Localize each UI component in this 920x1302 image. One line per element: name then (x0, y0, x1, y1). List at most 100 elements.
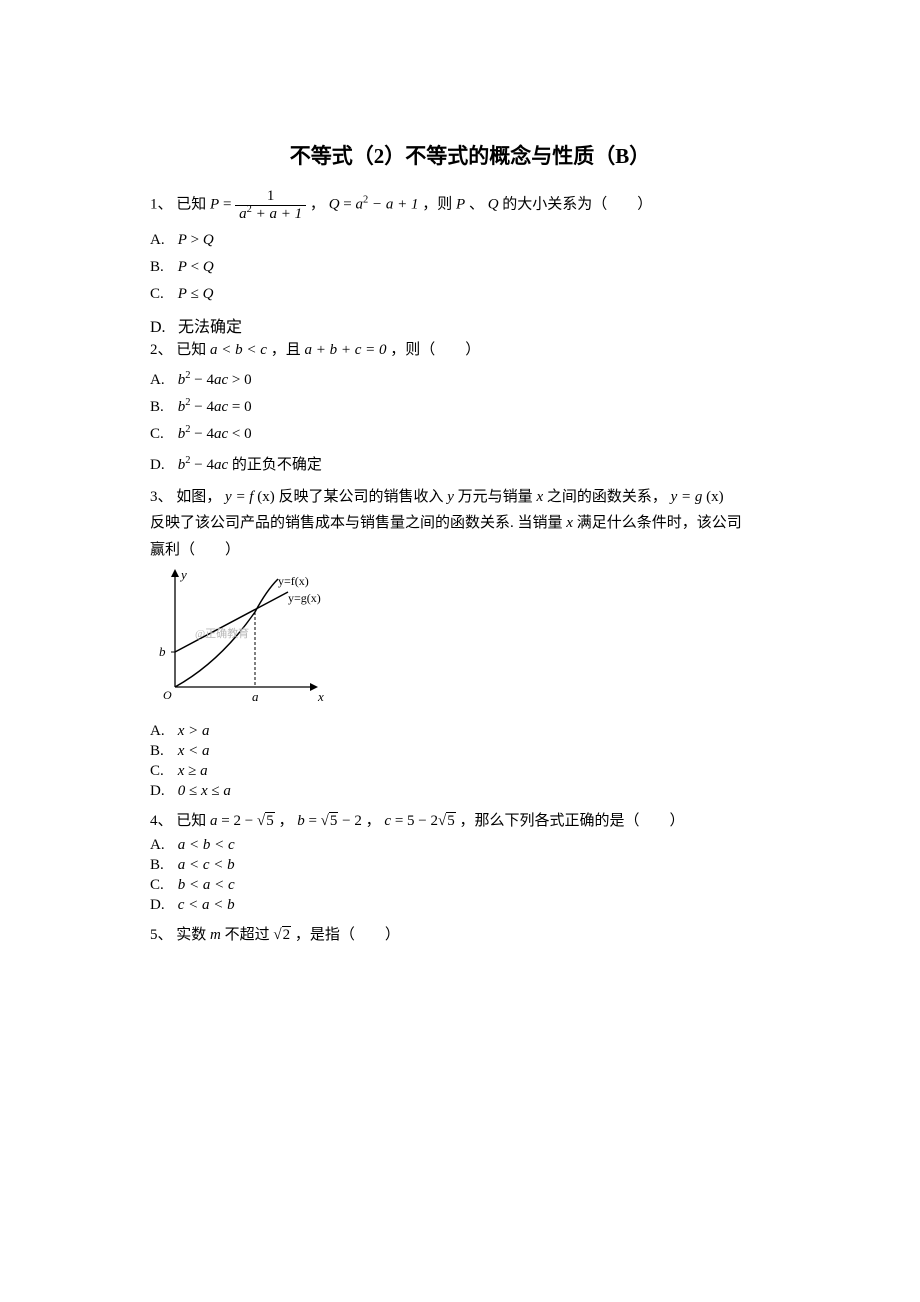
q5-pre: 实数 (176, 927, 210, 943)
q1-comma: ， (310, 196, 325, 212)
q3C-label: C. (150, 763, 174, 780)
svg-text:O: O (163, 688, 172, 702)
q3B-expr: x < a (178, 743, 210, 759)
q3-x: x (536, 489, 543, 505)
q3C-expr: x ≥ a (178, 763, 208, 779)
q3-xparen: (x) (257, 489, 275, 505)
q1-fraction: 1 a2 + a + 1 (235, 188, 306, 222)
q3-opt-C: C. x ≥ a (150, 763, 790, 780)
svg-text:y=g(x): y=g(x) (288, 591, 321, 605)
q1-opt-A: A. P > Q (150, 232, 790, 249)
q3D-label: D. (150, 783, 174, 800)
q4-eq3: = 5 − 2 (391, 813, 438, 829)
q5-tail: ，是指（ ） (295, 927, 400, 943)
q1C-op: ≤ (187, 286, 203, 302)
q2D-ac: ac (214, 457, 228, 473)
q1-eq2: = (343, 196, 355, 212)
q5-num: 5、 (150, 927, 173, 943)
q2A-op: > 0 (228, 372, 251, 388)
svg-text:y=f(x): y=f(x) (278, 574, 309, 588)
q4-num: 4、 (150, 813, 173, 829)
q3-mid3: 之间的函数关系， (547, 489, 667, 505)
q1A-rhs: Q (203, 232, 214, 248)
q4-m2: − 2 (338, 813, 361, 829)
q2A-rest: − 4 (191, 372, 214, 388)
q1D-text: 无法确定 (178, 319, 242, 336)
q3D-expr: 0 ≤ x ≤ a (178, 783, 231, 799)
q1-pre: 已知 (176, 196, 206, 212)
q5-m: m (210, 927, 221, 943)
q4-r5a: 5 (265, 812, 275, 829)
q4D-label: D. (150, 897, 174, 914)
q1-Qrest: − a + 1 (368, 196, 418, 212)
q2B-op: = 0 (228, 399, 251, 415)
q1C-lhs: P (178, 286, 187, 302)
q1-P: P (210, 196, 219, 212)
q2-opt-C: C. b2 − 4ac < 0 (150, 426, 790, 443)
q1B-rhs: Q (203, 259, 214, 275)
q1-tail: 的大小关系为（ ） (502, 196, 652, 212)
q4-r5c: 5 (446, 812, 456, 829)
q3-line2a: 反映了该公司产品的销售成本与销售量之间的函数关系. 当销量 (150, 515, 566, 531)
q1-den-a: a (239, 206, 247, 222)
q2D-label: D. (150, 457, 174, 474)
q3-y: y (447, 489, 454, 505)
svg-text:x: x (317, 689, 324, 704)
q2-mid1: ，且 (271, 342, 305, 358)
q2C-label: C. (150, 426, 174, 443)
q2-num: 2、 (150, 342, 173, 358)
q2B-label: B. (150, 399, 174, 416)
q5-sqrt: √2 (273, 924, 291, 947)
q2A-label: A. (150, 372, 174, 389)
q4-opt-D: D. c < a < b (150, 897, 790, 914)
q4-sqrt-b: √5 (321, 810, 339, 833)
q3-num: 3、 (150, 489, 173, 505)
q5-r2: 2 (282, 926, 292, 943)
q1-P2: P (456, 196, 465, 212)
q4C-label: C. (150, 877, 174, 894)
svg-text:b: b (159, 644, 166, 659)
q1D-label: D. (150, 319, 174, 337)
q4-c2: ， (366, 813, 381, 829)
q2-opt-D: D. b2 − 4ac 的正负不确定 (150, 453, 790, 474)
question-4: 4、 已知 a = 2 − √5 ， b = √5 − 2 ， c = 5 − … (150, 810, 790, 833)
q1-Q2: Q (488, 196, 499, 212)
q1-Q: Q (329, 196, 340, 212)
q4C-expr: b < a < c (178, 877, 235, 893)
q4A-expr: a < b < c (178, 837, 235, 853)
q1C-label: C. (150, 286, 174, 303)
q1-frac-den: a2 + a + 1 (235, 206, 306, 223)
question-1: 1、 已知 P = 1 a2 + a + 1 ， Q = a2 − a + 1 … (150, 188, 790, 222)
q2-tail: ，则（ ） (390, 342, 480, 358)
q4-c1: ， (278, 813, 293, 829)
q3-x2: x (566, 515, 573, 531)
q1-den-rest: + a + 1 (252, 206, 302, 222)
svg-text:y: y (179, 567, 187, 582)
q3-yf: y = f (225, 489, 253, 505)
q3-graph: yxObay=f(x)y=g(x)@正确教育 (150, 567, 790, 717)
q3-line2b: 满足什么条件时，该公司 (577, 515, 742, 531)
question-3-line3: 赢利（ ） (150, 539, 790, 562)
q2D-tail: 的正负不确定 (228, 457, 322, 473)
q1-sep: 、 (469, 196, 484, 212)
q2A-ac: ac (214, 372, 228, 388)
q2B-ac: ac (214, 399, 228, 415)
q2-opt-A: A. b2 − 4ac > 0 (150, 372, 790, 389)
q1C-rhs: Q (203, 286, 214, 302)
q4D-expr: c < a < b (178, 897, 235, 913)
q1-Qa: a (356, 196, 364, 212)
page-title: 不等式（2）不等式的概念与性质（B） (150, 140, 790, 170)
q2C-ac: ac (214, 426, 228, 442)
q2C-op: < 0 (228, 426, 251, 442)
q4-sqrt-a: √5 (257, 810, 275, 833)
q1A-lhs: P (178, 232, 187, 248)
q2B-rest: − 4 (191, 399, 214, 415)
q3B-label: B. (150, 743, 174, 760)
q3-xparen2: (x) (706, 489, 724, 505)
q1-mid: ，则 (422, 196, 456, 212)
q4B-label: B. (150, 857, 174, 874)
q2C-rest: − 4 (191, 426, 214, 442)
q4-r5b: 5 (329, 812, 339, 829)
q5-mid: 不超过 (225, 927, 270, 943)
q3-yg: y = g (671, 489, 703, 505)
